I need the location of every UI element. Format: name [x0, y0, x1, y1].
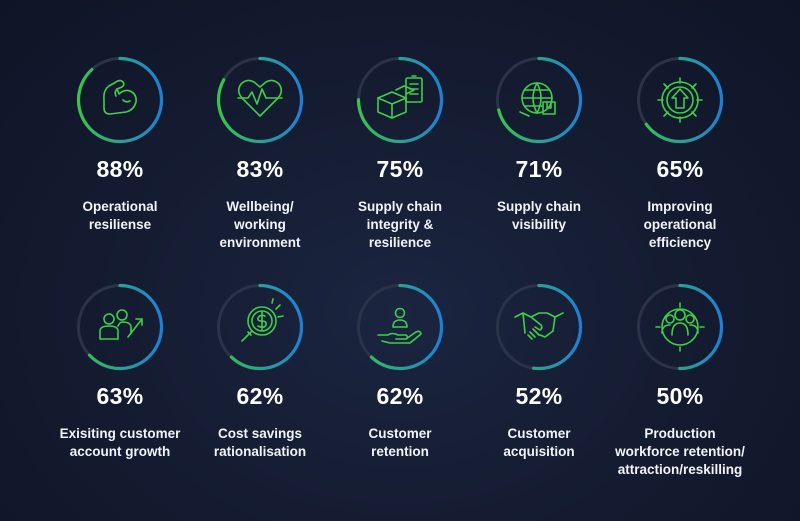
stat-label-line: Customer [368, 426, 432, 441]
stat-label: Production workforce retention/attraction… [600, 425, 760, 479]
stat-label-line: Exisiting customer [59, 426, 181, 441]
stat-value: 63% [96, 383, 144, 409]
stat-label: Wellbeing/working environment [180, 198, 340, 252]
stat-label-line: visibility [511, 217, 567, 232]
progress-arc [636, 283, 724, 371]
stat-label: Improving operational efficiency [600, 198, 760, 252]
progress-arc [356, 283, 444, 371]
stat-label-line: Customer [507, 426, 571, 441]
boxes-checklist-icon [356, 56, 444, 144]
stat-label: Supply chain visibility [459, 198, 619, 234]
stat-label: Operational resiliense [40, 198, 200, 234]
progress-arc [495, 56, 583, 144]
stat-value: 52% [515, 383, 563, 409]
stat-value: 50% [656, 383, 704, 409]
stat-label-line: attraction/reskilling [617, 462, 743, 477]
stat-label-line: acquisition [503, 444, 575, 459]
globe-box-icon [495, 56, 583, 144]
stat-label-line: Supply chain [496, 199, 581, 214]
stat-value: 65% [656, 156, 704, 182]
stat-label-line: Operational [82, 199, 158, 214]
stat-label-line: resilience [368, 235, 432, 250]
stat-label: Customer acquisition [459, 425, 619, 461]
stat-label-line: environment [219, 235, 301, 250]
progress-ring [76, 283, 164, 371]
progress-ring [76, 56, 164, 144]
stat-label: Exisiting customer account growth [40, 425, 200, 461]
gear-arrow-icon [636, 56, 724, 144]
stat-label-line: Supply chain [357, 199, 442, 214]
team-gear-icon [636, 283, 724, 371]
stat-value: 71% [515, 156, 563, 182]
stat-label-line: Production [644, 426, 716, 441]
progress-arc [76, 56, 164, 144]
stat-label: Supply chain integrity & resilience [320, 198, 480, 252]
progress-ring [356, 283, 444, 371]
progress-ring [495, 283, 583, 371]
stat-label-line: account growth [69, 444, 171, 459]
stat-label: Customer retention [320, 425, 480, 461]
stat-label-line: working [234, 217, 286, 232]
stat-label-line: Wellbeing/ [226, 199, 294, 214]
stat-value: 83% [236, 156, 284, 182]
flexed-arm-icon [76, 56, 164, 144]
stat-value: 62% [236, 383, 284, 409]
stat-label-line: resiliense [88, 217, 152, 232]
progress-ring [636, 283, 724, 371]
handshake-icon [495, 283, 583, 371]
progress-arc [76, 283, 164, 371]
stat-label-line: operational [643, 217, 717, 232]
progress-ring [216, 56, 304, 144]
dollar-magnifier-icon [216, 283, 304, 371]
progress-ring [636, 56, 724, 144]
progress-ring [216, 283, 304, 371]
stat-label-line: workforce retention/ [615, 444, 745, 459]
stat-label-line: rationalisation [213, 444, 307, 459]
stat-label-line: efficiency [648, 235, 712, 250]
people-growth-icon [76, 283, 164, 371]
progress-ring [495, 56, 583, 144]
progress-ring [356, 56, 444, 144]
stat-label-line: integrity & [366, 217, 434, 232]
progress-arc [356, 56, 444, 144]
stat-value: 75% [376, 156, 424, 182]
hand-person-icon [356, 283, 444, 371]
stat-label: Cost savings rationalisation [180, 425, 340, 461]
progress-arc [495, 283, 583, 371]
stat-label-line: retention [371, 444, 429, 459]
heart-pulse-icon [216, 56, 304, 144]
stat-value: 88% [96, 156, 144, 182]
progress-arc [216, 283, 304, 371]
progress-arc [216, 56, 304, 144]
stat-value: 62% [376, 383, 424, 409]
progress-arc [636, 56, 724, 144]
stat-label-line: Cost savings [217, 426, 303, 441]
stat-label-line: Improving [647, 199, 713, 214]
